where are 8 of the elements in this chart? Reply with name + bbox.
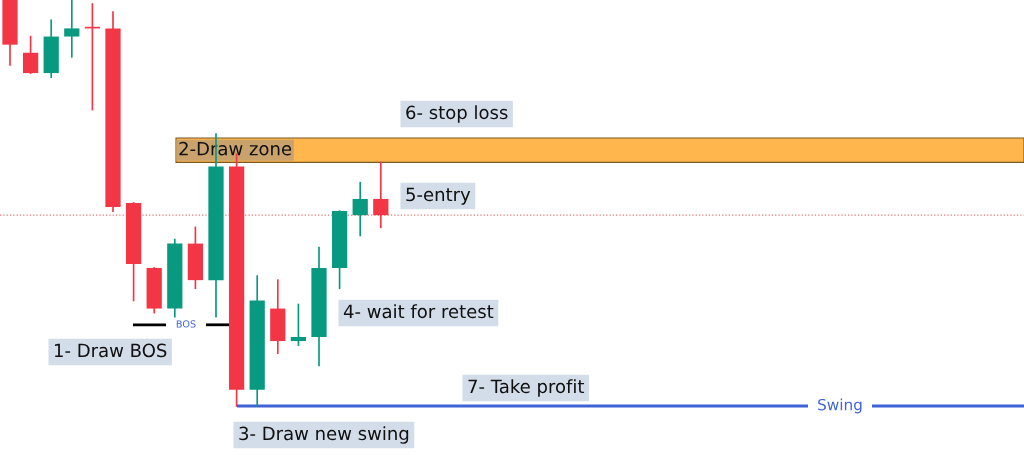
text: 5-entry: [406, 187, 471, 205]
annotation: 4- wait for retest: [343, 304, 494, 319]
ref-line-label: Swing: [818, 398, 862, 414]
text: 7- Take profit: [468, 379, 585, 397]
annotation: 1- Draw BOS: [54, 343, 167, 358]
text: 3- Draw new swing: [239, 426, 409, 444]
ref-line-label: BOS: [176, 320, 196, 328]
text: 6- stop loss: [406, 105, 508, 123]
